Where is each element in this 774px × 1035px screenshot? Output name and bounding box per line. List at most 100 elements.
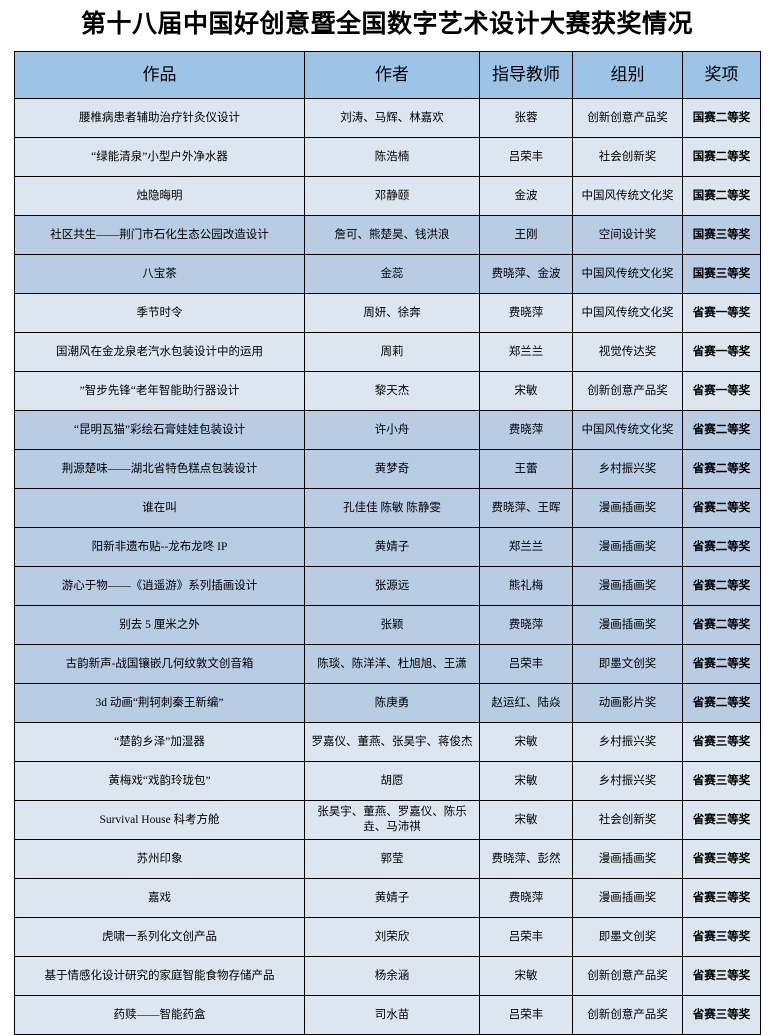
cell-author: 黄婧子 <box>304 877 480 918</box>
cell-award: 国赛三等奖 <box>682 214 761 255</box>
cell-work: 黄梅戏“戏韵玲珑包” <box>14 760 305 801</box>
cell-group: 创新创意产品奖 <box>572 955 683 996</box>
cell-work: 嘉戏 <box>14 877 305 918</box>
cell-author: 张颖 <box>304 604 480 645</box>
cell-author: 邓静颐 <box>304 175 480 216</box>
cell-author: 张昊宇、董燕、罗嘉仪、陈乐垚、马沛祺 <box>304 799 480 840</box>
cell-award: 国赛二等奖 <box>682 175 761 216</box>
cell-work: 八宝茶 <box>14 253 305 294</box>
column-header-group: 组别 <box>572 50 683 99</box>
table-row: 荆源楚味——湖北省特色糕点包装设计 黄梦奇 王蕾 乡村振兴奖 省赛二等奖 <box>14 448 761 489</box>
table-row: 谁在叫 孔佳佳 陈敏 陈静雯 费晓萍、王晖 漫画插画奖 省赛二等奖 <box>14 487 761 528</box>
cell-mentor: 宋敏 <box>479 370 573 411</box>
cell-work: 别去 5 厘米之外 <box>14 604 305 645</box>
cell-award: 省赛三等奖 <box>682 877 761 918</box>
cell-mentor: 郑兰兰 <box>479 526 573 567</box>
cell-author: 陈浩楠 <box>304 136 480 177</box>
cell-award: 省赛三等奖 <box>682 916 761 957</box>
cell-author: 陈庚勇 <box>304 682 480 723</box>
cell-work: 谁在叫 <box>14 487 305 528</box>
cell-author: 张源远 <box>304 565 480 606</box>
cell-group: 中国风传统文化奖 <box>572 253 683 294</box>
table-row: 苏州印象 郭莹 费晓萍、彭然 漫画插画奖 省赛三等奖 <box>14 838 761 879</box>
table-row: 阳新非遗布贴--龙布龙咚 IP 黄婧子 郑兰兰 漫画插画奖 省赛二等奖 <box>14 526 761 567</box>
cell-award: 省赛三等奖 <box>682 955 761 996</box>
table-body: 腰椎病患者辅助治疗针灸仪设计 刘涛、马辉、林嘉欢 张蓉 创新创意产品奖 国赛二等奖 “绿能… <box>14 97 761 1035</box>
cell-author: 孔佳佳 陈敏 陈静雯 <box>304 487 480 528</box>
cell-mentor: 费晓萍 <box>479 409 573 450</box>
cell-author: 刘涛、马辉、林嘉欢 <box>304 97 480 138</box>
cell-mentor: 金波 <box>479 175 573 216</box>
cell-author: 黄梦奇 <box>304 448 480 489</box>
cell-mentor: 熊礼梅 <box>479 565 573 606</box>
cell-author: 胡愿 <box>304 760 480 801</box>
cell-group: 即墨文创奖 <box>572 916 683 957</box>
cell-author: 许小舟 <box>304 409 480 450</box>
cell-award: 省赛三等奖 <box>682 994 761 1035</box>
table-row: “楚韵乡泽”加湿器 罗嘉仪、董燕、张昊宇、蒋俊杰 宋敏 乡村振兴奖 省赛三等奖 <box>14 721 761 762</box>
cell-mentor: 费晓萍 <box>479 292 573 333</box>
table-row: 古韵新声-战国镶嵌几何纹敦文创音箱 陈琰、陈洋洋、杜旭旭、王潇 吕荣丰 即墨文创奖 省赛… <box>14 643 761 684</box>
table-row: 基于情感化设计研究的家庭智能食物存储产品 杨余涵 宋敏 创新创意产品奖 省赛三等奖 <box>14 955 761 996</box>
cell-mentor: 费晓萍 <box>479 877 573 918</box>
cell-award: 省赛二等奖 <box>682 565 761 606</box>
cell-group: 漫画插画奖 <box>572 487 683 528</box>
cell-group: 创新创意产品奖 <box>572 994 683 1035</box>
cell-award: 省赛二等奖 <box>682 643 761 684</box>
cell-author: 黄婧子 <box>304 526 480 567</box>
cell-author: 刘荣欣 <box>304 916 480 957</box>
cell-work: 药赎——智能药盒 <box>14 994 305 1035</box>
cell-mentor: 宋敏 <box>479 799 573 840</box>
cell-group: 乡村振兴奖 <box>572 721 683 762</box>
cell-mentor: 郑兰兰 <box>479 331 573 372</box>
cell-author: 金蕊 <box>304 253 480 294</box>
cell-award: 省赛二等奖 <box>682 409 761 450</box>
cell-author: 陈琰、陈洋洋、杜旭旭、王潇 <box>304 643 480 684</box>
table-row: 八宝茶 金蕊 费晓萍、金波 中国风传统文化奖 国赛三等奖 <box>14 253 761 294</box>
cell-mentor: 宋敏 <box>479 721 573 762</box>
cell-work: 阳新非遗布贴--龙布龙咚 IP <box>14 526 305 567</box>
cell-author: 杨余涵 <box>304 955 480 996</box>
cell-author: 詹可、熊楚昊、钱洪浪 <box>304 214 480 255</box>
cell-mentor: 王蕾 <box>479 448 573 489</box>
cell-mentor: 费晓萍、彭然 <box>479 838 573 879</box>
table-row: 国潮风在金龙泉老汽水包装设计中的运用 周莉 郑兰兰 视觉传达奖 省赛一等奖 <box>14 331 761 372</box>
table-header-row: 作品 作者 指导教师 组别 奖项 <box>14 50 761 99</box>
table-row: 游心于物——《逍遥游》系列插画设计 张源远 熊礼梅 漫画插画奖 省赛二等奖 <box>14 565 761 606</box>
cell-award: 省赛二等奖 <box>682 448 761 489</box>
award-table: 作品 作者 指导教师 组别 奖项 腰椎病患者辅助治疗针灸仪设计 刘涛、马辉、林嘉欢… <box>14 50 761 1035</box>
cell-group: 创新创意产品奖 <box>572 97 683 138</box>
cell-group: 中国风传统文化奖 <box>572 409 683 450</box>
award-table-container: 作品 作者 指导教师 组别 奖项 腰椎病患者辅助治疗针灸仪设计 刘涛、马辉、林嘉欢… <box>0 50 774 1035</box>
cell-group: 即墨文创奖 <box>572 643 683 684</box>
cell-group: 乡村振兴奖 <box>572 760 683 801</box>
cell-author: 司水苗 <box>304 994 480 1035</box>
column-header-award: 奖项 <box>682 50 761 99</box>
page-title: 第十八届中国好创意暨全国数字艺术设计大赛获奖情况 <box>80 10 693 38</box>
cell-group: 漫画插画奖 <box>572 877 683 918</box>
cell-mentor: 费晓萍、王晖 <box>479 487 573 528</box>
cell-author: 黎天杰 <box>304 370 480 411</box>
cell-mentor: 张蓉 <box>479 97 573 138</box>
cell-work: 季节时令 <box>14 292 305 333</box>
table-row: 虎啸一系列化文创产品 刘荣欣 吕荣丰 即墨文创奖 省赛三等奖 <box>14 916 761 957</box>
table-header: 作品 作者 指导教师 组别 奖项 <box>14 50 761 99</box>
cell-work: 虎啸一系列化文创产品 <box>14 916 305 957</box>
cell-author: 郭莹 <box>304 838 480 879</box>
table-row: 嘉戏 黄婧子 费晓萍 漫画插画奖 省赛三等奖 <box>14 877 761 918</box>
cell-award: 国赛三等奖 <box>682 253 761 294</box>
page-root: 第十八届中国好创意暨全国数字艺术设计大赛获奖情况 作品 作者 指导教师 组别 奖… <box>14 10 761 1035</box>
table-row: 季节时令 周妍、徐奔 费晓萍 中国风传统文化奖 省赛一等奖 <box>14 292 761 333</box>
cell-group: 漫画插画奖 <box>572 838 683 879</box>
cell-group: 中国风传统文化奖 <box>572 175 683 216</box>
cell-mentor: 宋敏 <box>479 760 573 801</box>
table-row: “绿能清泉”小型户外净水器 陈浩楠 吕荣丰 社会创新奖 国赛二等奖 <box>14 136 761 177</box>
cell-mentor: 王刚 <box>479 214 573 255</box>
table-row: 腰椎病患者辅助治疗针灸仪设计 刘涛、马辉、林嘉欢 张蓉 创新创意产品奖 国赛二等奖 <box>14 97 761 138</box>
cell-group: 漫画插画奖 <box>572 604 683 645</box>
cell-work: “楚韵乡泽”加湿器 <box>14 721 305 762</box>
cell-work: 腰椎病患者辅助治疗针灸仪设计 <box>14 97 305 138</box>
cell-work: 基于情感化设计研究的家庭智能食物存储产品 <box>14 955 305 996</box>
cell-award: 省赛二等奖 <box>682 526 761 567</box>
cell-group: 视觉传达奖 <box>572 331 683 372</box>
